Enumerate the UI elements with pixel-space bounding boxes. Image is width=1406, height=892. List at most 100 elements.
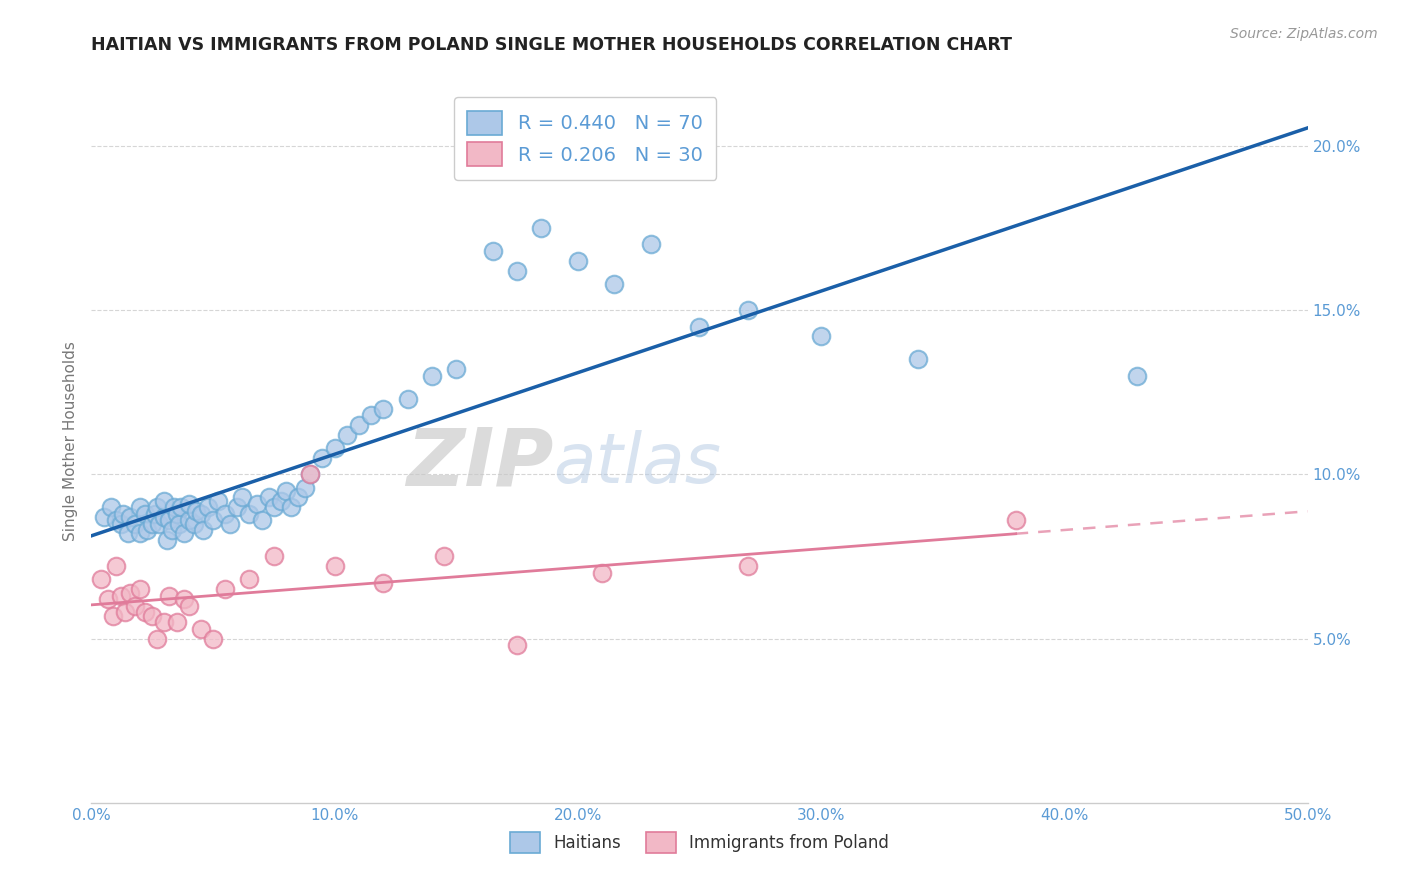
Point [120,510,142,524]
Point [299,467,322,482]
Point [202,632,225,646]
Point [97,592,120,607]
Point [274,483,297,498]
Legend: Haitians, Immigrants from Poland: Haitians, Immigrants from Poland [503,826,896,860]
Point [603,277,626,291]
Point [177,497,200,511]
Point [373,401,395,416]
Point [688,319,710,334]
Point [238,573,260,587]
Point [104,559,127,574]
Point [263,549,285,564]
Point [1126,368,1149,383]
Point [104,513,127,527]
Point [129,526,152,541]
Point [110,589,132,603]
Point [134,605,156,619]
Point [166,507,188,521]
Point [129,582,152,597]
Point [141,608,163,623]
Text: ZIP: ZIP [406,425,554,502]
Text: Source: ZipAtlas.com: Source: ZipAtlas.com [1230,27,1378,41]
Point [433,549,456,564]
Point [124,599,146,613]
Point [93,510,115,524]
Point [141,516,163,531]
Point [117,526,139,541]
Point [373,575,395,590]
Point [420,368,443,383]
Point [90,573,112,587]
Point [146,500,169,515]
Point [156,533,179,547]
Point [287,491,309,505]
Point [323,441,346,455]
Point [114,605,136,619]
Point [148,516,170,531]
Point [294,481,316,495]
Point [360,409,382,423]
Point [190,507,212,521]
Point [143,507,166,521]
Point [153,510,176,524]
Point [183,516,205,531]
Point [163,500,186,515]
Point [110,516,132,531]
Point [184,503,207,517]
Point [280,500,302,515]
Point [238,507,260,521]
Point [270,493,292,508]
Point [153,615,176,630]
Point [207,493,229,508]
Point [160,523,183,537]
Point [567,253,589,268]
Point [177,513,200,527]
Point [506,264,529,278]
Point [396,392,419,406]
Point [311,450,333,465]
Point [506,638,529,652]
Point [640,237,662,252]
Point [250,513,273,527]
Point [257,491,280,505]
Point [103,608,125,623]
Point [167,516,190,531]
Point [202,513,225,527]
Point [231,491,253,505]
Point [157,589,180,603]
Point [129,500,152,515]
Point [481,244,503,258]
Point [299,467,322,482]
Point [1004,513,1026,527]
Point [136,523,159,537]
Point [226,500,249,515]
Point [166,615,188,630]
Point [124,516,146,531]
Point [120,585,142,599]
Point [263,500,285,515]
Text: HAITIAN VS IMMIGRANTS FROM POLAND SINGLE MOTHER HOUSEHOLDS CORRELATION CHART: HAITIAN VS IMMIGRANTS FROM POLAND SINGLE… [91,36,1012,54]
Point [336,428,359,442]
Point [173,526,195,541]
Point [810,329,832,343]
Point [444,362,467,376]
Point [246,497,269,511]
Point [347,418,370,433]
Y-axis label: Single Mother Households: Single Mother Households [62,342,77,541]
Point [737,559,759,574]
Point [177,599,200,613]
Point [100,500,122,515]
Point [111,507,134,521]
Point [193,523,215,537]
Point [737,303,759,318]
Point [323,559,346,574]
Point [173,592,195,607]
Point [157,513,180,527]
Point [591,566,613,580]
Point [219,516,242,531]
Point [214,582,236,597]
Point [170,500,193,515]
Point [197,500,219,515]
Point [190,622,212,636]
Point [530,221,553,235]
